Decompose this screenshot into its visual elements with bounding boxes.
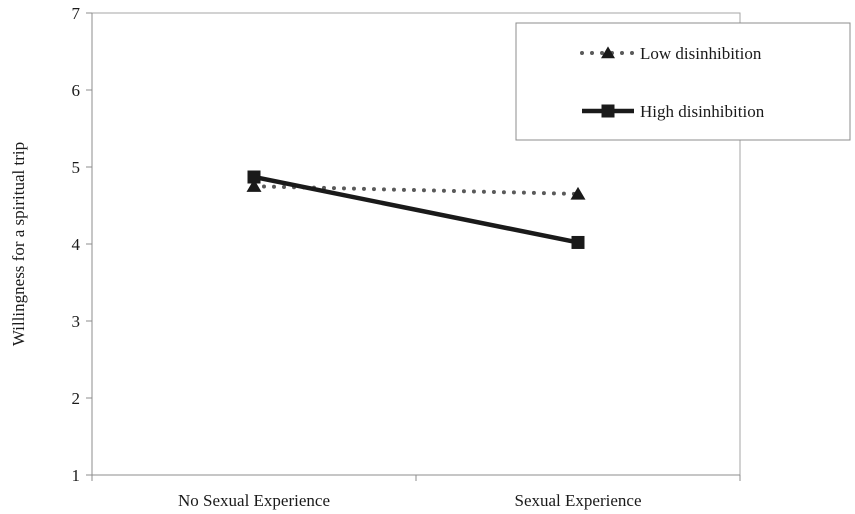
series-low-disinhibition (246, 179, 586, 200)
x-axis: No Sexual Experience Sexual Experience (91, 474, 741, 510)
y-tick-label: 7 (72, 4, 81, 23)
x-category-label: Sexual Experience (515, 491, 642, 510)
y-tick-label: 4 (72, 235, 81, 254)
y-tick-label: 5 (72, 158, 81, 177)
data-point (247, 170, 261, 184)
x-category-label: No Sexual Experience (178, 491, 330, 510)
legend-marker (601, 104, 615, 118)
y-axis-title: Willingness for a spiritual trip (9, 142, 28, 346)
series-line (252, 184, 580, 196)
y-tick-label: 2 (72, 389, 81, 408)
legend-box (515, 22, 851, 141)
legend: Low disinhibition High disinhibition (515, 22, 851, 141)
legend-entry: High disinhibition (582, 102, 765, 121)
legend-label: Low disinhibition (640, 44, 762, 63)
y-axis: 1 2 3 4 5 6 7 (72, 4, 93, 485)
series-layer (246, 170, 586, 249)
y-tick-label: 6 (72, 81, 81, 100)
y-tick-label: 3 (72, 312, 81, 331)
legend-entry: Low disinhibition (580, 44, 762, 63)
legend-label: High disinhibition (640, 102, 765, 121)
data-point (246, 179, 262, 192)
data-point (570, 186, 586, 200)
series-high-disinhibition (247, 170, 585, 249)
y-tick-label: 1 (72, 466, 81, 485)
legend-marker (601, 46, 615, 59)
data-point (571, 235, 585, 249)
series-line (253, 174, 579, 245)
